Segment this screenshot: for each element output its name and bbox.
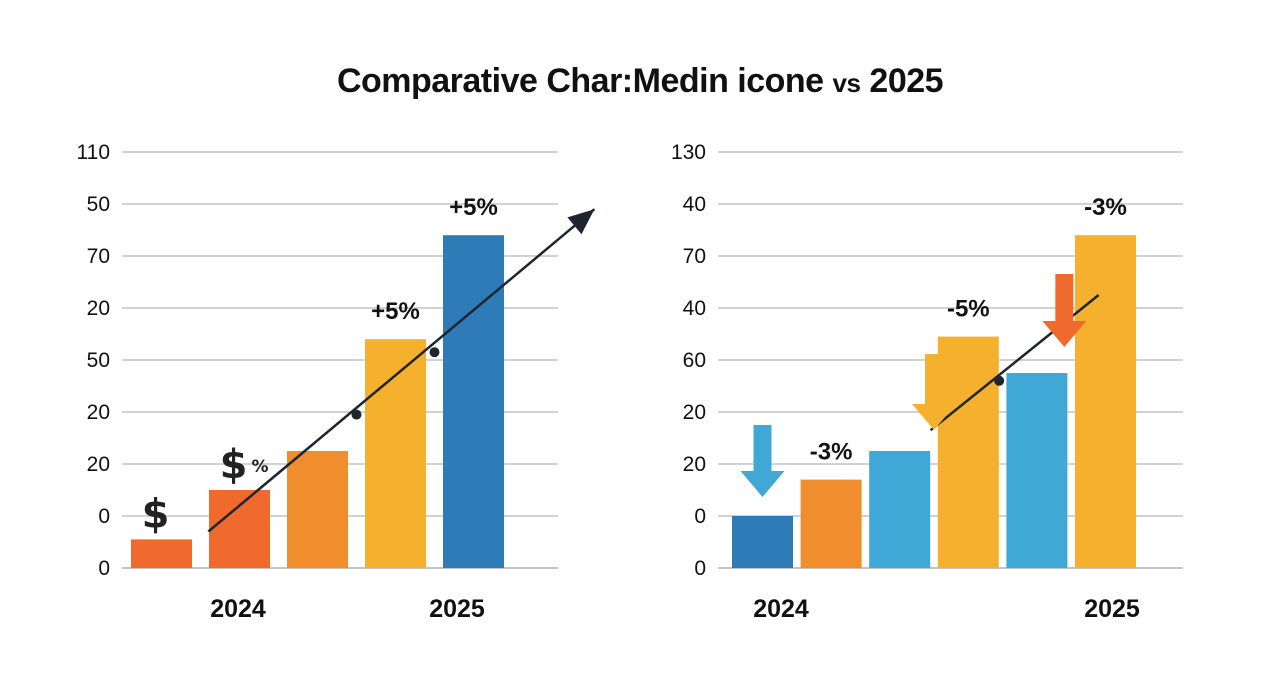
trend-line [207,208,596,533]
x-axis-label: 2024 [210,595,266,623]
bar [937,336,999,568]
y-tick-label: 50 [87,349,110,372]
bar [131,539,192,568]
chart-title: Comparative Char:Medin icone vs 2025 [0,62,1280,101]
trend-arrowhead [567,209,595,235]
y-tick-label: 60 [683,349,706,372]
x-axis-label: 2025 [429,595,485,623]
down-arrow-icon [740,425,785,497]
bar [209,490,270,568]
y-tick-label: 20 [87,401,110,424]
y-tick-label: 20 [683,453,706,476]
down-arrow-icon [912,354,956,430]
y-tick-label: 70 [683,245,706,268]
bar [1006,373,1068,568]
bar [443,235,504,568]
y-tick-label: 0 [694,557,706,580]
y-tick-label: 40 [683,297,706,320]
percent-annotation: -3% [810,439,853,466]
bar [287,451,348,568]
x-axis-label: 2024 [753,595,809,623]
title-year: 2025 [869,62,944,100]
dollar-icon: $ [220,442,248,488]
title-main: Comparative Char:Medin icone [336,62,824,100]
y-tick-label: 0 [98,557,110,580]
percent-annotation: +5% [371,298,420,325]
bar [365,339,426,568]
y-tick-label: 0 [694,505,706,528]
y-tick-label: 110 [77,141,110,164]
trend-marker [429,347,440,358]
dollar-icon: $ [142,491,170,537]
bar [1075,235,1136,568]
y-tick-label: 20 [87,453,110,476]
percent-annotation: -3% [1084,194,1127,221]
percent-icon: % [252,457,269,477]
bar [869,451,931,568]
percent-annotation: +5% [449,194,498,221]
y-tick-label: 0 [98,505,110,528]
y-tick-label: 50 [87,193,110,216]
bar [800,479,862,568]
title-vs: vs [832,68,861,98]
trend-marker [994,375,1005,386]
y-tick-label: 130 [671,141,706,164]
bar [732,516,793,568]
y-tick-label: 40 [683,193,706,216]
y-tick-label: 70 [87,245,110,268]
percent-annotation: -5% [947,296,990,323]
trend-marker [351,409,362,420]
x-axis-label: 2025 [1084,595,1140,623]
down-arrow-icon [1042,274,1087,347]
y-tick-label: 20 [683,401,706,424]
y-tick-label: 20 [87,297,110,320]
